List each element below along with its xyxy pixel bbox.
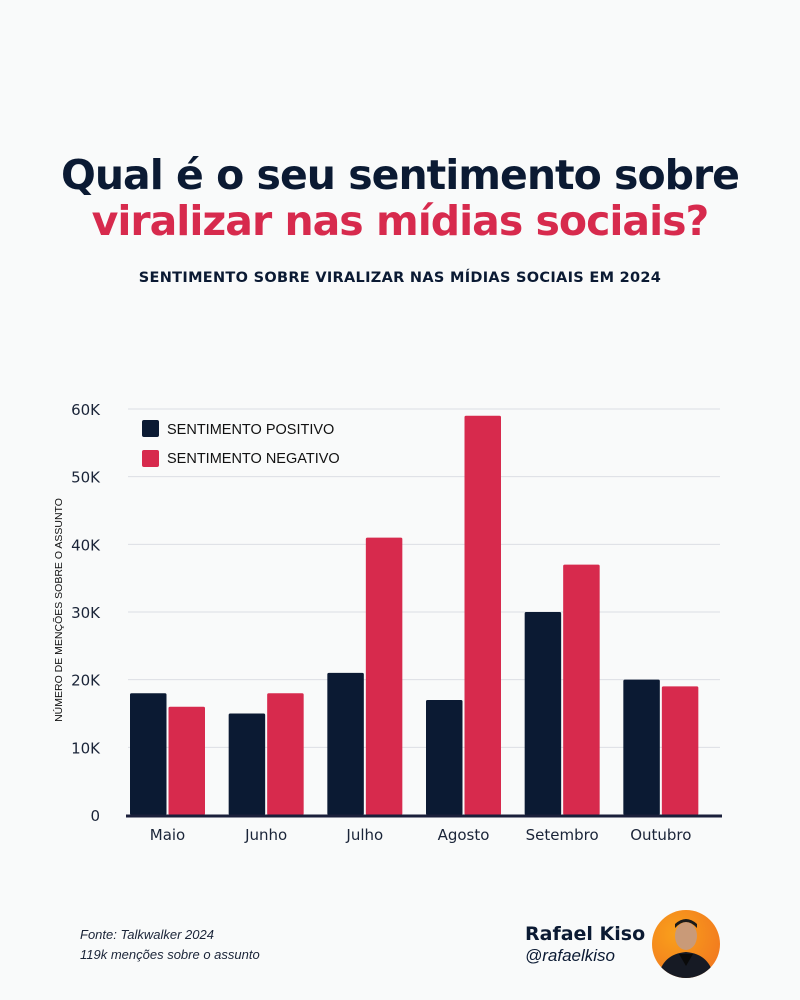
source-text: Fonte: Talkwalker 2024 bbox=[80, 927, 214, 942]
bar-setembro-negativo bbox=[563, 564, 600, 815]
bar-outubro-negativo bbox=[661, 686, 699, 815]
bar-setembro-positivo bbox=[524, 612, 562, 815]
x-tick-label: Maio bbox=[150, 826, 185, 844]
legend-label-positive: SENTIMENTO POSITIVO bbox=[167, 422, 334, 438]
y-axis-label: NÚMERO DE MENÇÕES SOBRE O ASSUNTO bbox=[52, 498, 65, 722]
x-tick-label: Agosto bbox=[438, 826, 490, 844]
title-line-1: Qual é o seu sentimento sobre bbox=[61, 151, 740, 199]
legend: SENTIMENTO POSITIVO SENTIMENTO NEGATIVO bbox=[142, 420, 340, 467]
bar-maio-positivo bbox=[130, 693, 167, 815]
person-icon bbox=[658, 919, 714, 978]
y-tick-label: 60K bbox=[71, 401, 101, 419]
y-tick-label: 0 bbox=[90, 807, 100, 825]
bar-junho-negativo bbox=[267, 693, 304, 815]
y-tick-label: 10K bbox=[71, 739, 101, 757]
avatar bbox=[652, 910, 720, 978]
legend-label-negative: SENTIMENTO NEGATIVO bbox=[167, 451, 340, 467]
bar-maio-negativo bbox=[168, 706, 205, 815]
y-tick-label: 30K bbox=[71, 604, 101, 622]
x-tick-label: Julho bbox=[345, 826, 383, 844]
bar-agosto-negativo bbox=[464, 415, 501, 815]
legend-swatch-negative bbox=[142, 450, 159, 467]
y-tick-label: 40K bbox=[71, 536, 101, 554]
bar-junho-positivo bbox=[228, 713, 266, 815]
legend-swatch-positive bbox=[142, 420, 159, 437]
bar-agosto-positivo bbox=[426, 699, 463, 815]
bar-chart: Maio Junho Julho Agosto Setembro Outubro 0 10K… bbox=[52, 401, 722, 844]
y-tick-label: 50K bbox=[71, 469, 101, 487]
bar-julho-negativo bbox=[365, 537, 403, 815]
x-tick-label: Junho bbox=[244, 826, 287, 844]
bar-julho-positivo bbox=[327, 672, 364, 815]
bar-outubro-positivo bbox=[623, 679, 660, 815]
title-line-2: viralizar nas mídias sociais? bbox=[91, 197, 710, 245]
chart-subtitle: SENTIMENTO SOBRE VIRALIZAR NAS MÍDIAS SO… bbox=[138, 270, 662, 286]
x-tick-label: Setembro bbox=[526, 826, 599, 844]
y-tick-label: 20K bbox=[71, 672, 101, 690]
author-name: Rafael Kiso bbox=[525, 923, 646, 945]
author-handle: @rafaelkiso bbox=[525, 946, 616, 965]
mentions-text: 119k menções sobre o assunto bbox=[80, 947, 260, 962]
x-tick-label: Outubro bbox=[630, 826, 691, 844]
